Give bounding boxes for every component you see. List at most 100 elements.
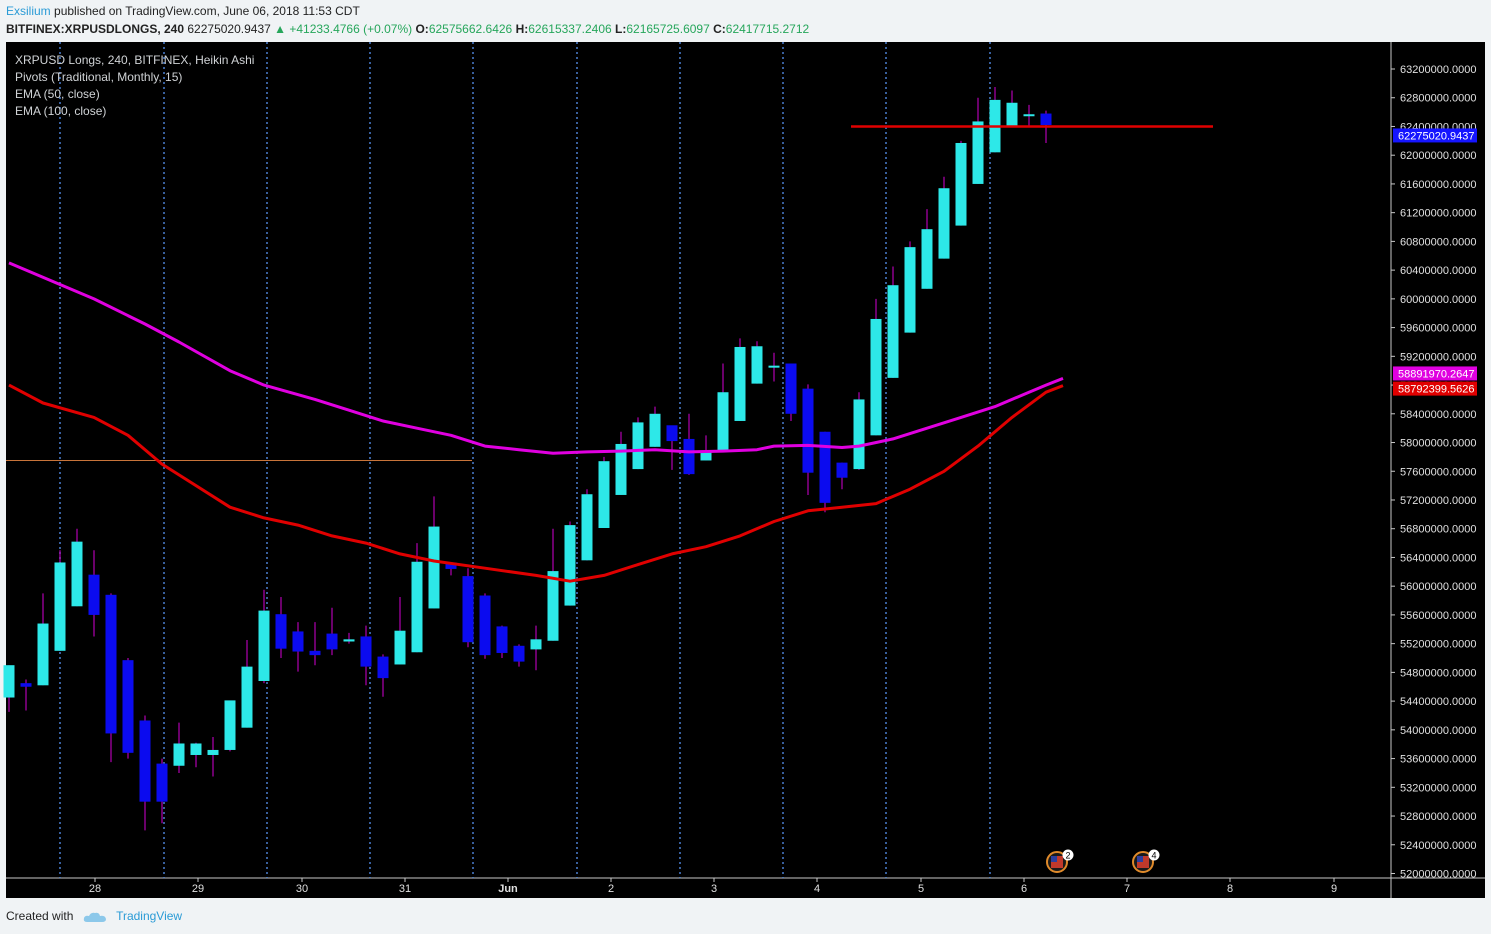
candle <box>326 607 338 656</box>
y-tick-label: 61200000.0000 <box>1400 208 1476 220</box>
candle-body <box>190 743 202 755</box>
y-tick-label: 52400000.0000 <box>1400 840 1476 852</box>
candle <box>122 658 134 759</box>
price-chart[interactable]: 52000000.0000 52400000.0000 52800000.0000 5… <box>0 40 1491 902</box>
candle <box>700 435 712 461</box>
candle-body <box>37 623 49 686</box>
candle-body <box>785 363 797 414</box>
legend-ema50[interactable]: EMA (50, close) <box>15 87 100 101</box>
tradingview-cloud-icon <box>83 912 106 922</box>
candle <box>887 266 899 378</box>
candle-body <box>700 450 712 461</box>
session-separators <box>59 42 991 878</box>
candle <box>598 456 610 528</box>
event-flag-icon[interactable]: 2 <box>1046 849 1074 873</box>
candle <box>445 562 457 576</box>
y-tick-label: 59200000.0000 <box>1400 351 1476 363</box>
price-tag-label-ema50: 58891970.2647 <box>1398 368 1474 380</box>
candle-body <box>887 285 899 378</box>
candle-body <box>275 614 287 649</box>
event-count-label: 4 <box>1151 851 1156 861</box>
candle <box>751 341 763 384</box>
candle-body <box>156 763 168 802</box>
author-link[interactable]: Exsilium <box>6 4 51 18</box>
candle-body <box>258 610 270 681</box>
candle-body <box>224 700 236 750</box>
candle-body <box>1006 102 1018 126</box>
candle <box>938 176 950 259</box>
candle <box>513 644 525 667</box>
candle <box>530 625 542 671</box>
price-tag-ema100 <box>1393 381 1477 396</box>
candle <box>241 640 253 728</box>
candle <box>615 431 627 495</box>
candle-body <box>615 443 627 495</box>
publish-info: Exsilium published on TradingView.com, J… <box>6 4 360 18</box>
ema50-line <box>8 261 1064 455</box>
y-tick-label: 54800000.0000 <box>1400 667 1476 679</box>
candle-body <box>530 639 542 650</box>
x-tick-label: 28 <box>89 883 101 895</box>
y-tick-label: 58000000.0000 <box>1400 438 1476 450</box>
candle-body <box>3 665 15 698</box>
candle <box>258 589 270 684</box>
price-scale-background <box>1391 42 1485 878</box>
x-tick-label: 30 <box>296 883 308 895</box>
high-value: 62615337.2406 <box>528 22 612 36</box>
candle-body <box>836 462 848 478</box>
y-tick-label: 55200000.0000 <box>1400 639 1476 651</box>
x-tick-label: 4 <box>814 883 820 895</box>
event-flag-canton <box>1137 856 1143 862</box>
candle-body <box>768 365 780 368</box>
candle-body <box>717 392 729 451</box>
candle <box>1023 104 1035 127</box>
candle <box>37 593 49 686</box>
candle-body <box>853 399 865 470</box>
event-flag-icon[interactable]: 4 <box>1132 849 1160 873</box>
tradingview-link[interactable]: TradingView <box>116 909 183 923</box>
close-value: 62417715.2712 <box>725 22 810 36</box>
candle <box>904 241 916 333</box>
candle <box>802 384 814 495</box>
candle-body <box>122 660 134 753</box>
candle-body <box>394 630 406 665</box>
candle-body <box>802 388 814 473</box>
candle-body <box>598 461 610 528</box>
published-text: published on TradingView.com, June 06, 2… <box>54 4 360 18</box>
price-change: ▲ +41233.4766 (+0.07%) <box>274 22 413 36</box>
legend-main-series[interactable]: XRPUSD Longs, 240, BITFINEX, Heikin Ashi <box>15 53 255 67</box>
candle <box>207 737 219 777</box>
candle-body <box>309 650 321 656</box>
ema-lines <box>8 261 1064 583</box>
legend-ema100[interactable]: EMA (100, close) <box>15 104 107 118</box>
candle-body <box>71 541 83 607</box>
time-axis: 28 29 30 31 Jun 2 3 4 5 6 7 8 9 <box>89 878 1337 895</box>
candle-body <box>564 525 576 606</box>
candle <box>377 654 389 697</box>
candle-body <box>411 561 423 653</box>
candle-body <box>513 645 525 662</box>
time-scale-background <box>6 878 1485 898</box>
y-tick-label: 62800000.0000 <box>1400 93 1476 105</box>
candle <box>836 462 848 490</box>
price-tag-last <box>1393 128 1477 143</box>
candle <box>1006 90 1018 126</box>
candle <box>88 550 100 637</box>
candle <box>853 392 865 470</box>
candle-body <box>105 594 117 734</box>
candle <box>768 352 780 382</box>
y-tick-label: 52000000.0000 <box>1400 869 1476 881</box>
event-flag-canton <box>1051 856 1057 862</box>
legend-pivots[interactable]: Pivots (Traditional, Monthly, 15) <box>15 70 183 84</box>
candle-body <box>819 431 831 503</box>
event-count-badge <box>1062 849 1074 861</box>
x-tick-label: 6 <box>1021 883 1027 895</box>
candle-body <box>870 318 882 436</box>
symbol-label: BITFINEX:XRPUSDLONGS, 240 <box>6 22 185 36</box>
candle <box>819 431 831 513</box>
candle-body <box>581 494 593 561</box>
candle <box>20 679 32 711</box>
candle-body <box>751 346 763 384</box>
candle <box>343 632 355 644</box>
